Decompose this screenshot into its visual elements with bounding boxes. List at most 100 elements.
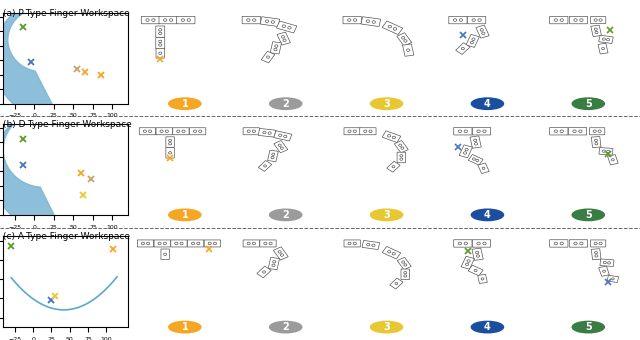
- Circle shape: [271, 156, 274, 159]
- FancyBboxPatch shape: [467, 16, 486, 24]
- Circle shape: [271, 21, 275, 23]
- Circle shape: [599, 19, 602, 21]
- Text: 3: 3: [383, 322, 390, 332]
- Circle shape: [595, 31, 598, 34]
- FancyBboxPatch shape: [472, 128, 491, 135]
- Text: 4: 4: [484, 322, 491, 332]
- Circle shape: [160, 130, 163, 133]
- FancyBboxPatch shape: [568, 128, 587, 135]
- Circle shape: [481, 278, 484, 280]
- Circle shape: [467, 260, 470, 262]
- Circle shape: [288, 27, 291, 29]
- Text: 3: 3: [383, 210, 390, 220]
- Circle shape: [181, 19, 184, 21]
- FancyBboxPatch shape: [259, 160, 271, 171]
- FancyBboxPatch shape: [156, 48, 164, 58]
- Circle shape: [560, 19, 563, 21]
- Circle shape: [159, 52, 162, 54]
- Circle shape: [266, 20, 269, 22]
- Circle shape: [159, 32, 162, 35]
- FancyBboxPatch shape: [394, 140, 408, 153]
- Circle shape: [595, 251, 598, 254]
- Circle shape: [159, 40, 162, 42]
- Circle shape: [283, 39, 286, 41]
- Circle shape: [406, 49, 410, 51]
- FancyBboxPatch shape: [598, 35, 613, 44]
- Circle shape: [579, 130, 582, 133]
- FancyBboxPatch shape: [274, 140, 288, 153]
- FancyBboxPatch shape: [344, 240, 360, 247]
- Circle shape: [253, 19, 256, 21]
- FancyBboxPatch shape: [591, 249, 601, 260]
- Circle shape: [147, 242, 150, 245]
- FancyBboxPatch shape: [403, 44, 414, 56]
- Circle shape: [193, 130, 196, 133]
- Circle shape: [593, 130, 596, 133]
- Circle shape: [476, 159, 479, 162]
- Circle shape: [348, 130, 351, 133]
- Circle shape: [572, 209, 604, 221]
- FancyBboxPatch shape: [570, 240, 588, 247]
- FancyBboxPatch shape: [454, 128, 472, 135]
- Text: 4: 4: [484, 210, 491, 220]
- FancyBboxPatch shape: [156, 128, 172, 135]
- Circle shape: [264, 165, 266, 167]
- FancyBboxPatch shape: [468, 265, 483, 276]
- Circle shape: [602, 38, 605, 40]
- Circle shape: [572, 98, 604, 109]
- Circle shape: [464, 242, 467, 245]
- Circle shape: [392, 253, 396, 255]
- Text: 5: 5: [585, 322, 591, 332]
- FancyBboxPatch shape: [171, 240, 187, 247]
- Polygon shape: [0, 104, 64, 235]
- FancyBboxPatch shape: [270, 42, 282, 54]
- Text: (b) D-Type Finger Workspace: (b) D-Type Finger Workspace: [3, 120, 132, 129]
- Circle shape: [164, 253, 166, 255]
- FancyBboxPatch shape: [156, 26, 164, 37]
- FancyBboxPatch shape: [397, 152, 406, 163]
- Circle shape: [401, 36, 404, 39]
- Circle shape: [399, 144, 402, 147]
- FancyBboxPatch shape: [476, 25, 489, 38]
- FancyBboxPatch shape: [390, 278, 403, 289]
- Circle shape: [560, 242, 563, 245]
- FancyBboxPatch shape: [570, 16, 588, 24]
- FancyBboxPatch shape: [456, 43, 470, 54]
- Circle shape: [280, 254, 284, 256]
- FancyBboxPatch shape: [600, 259, 614, 267]
- Circle shape: [458, 242, 461, 245]
- FancyBboxPatch shape: [360, 128, 376, 135]
- Circle shape: [477, 242, 480, 245]
- Circle shape: [392, 136, 396, 139]
- Circle shape: [483, 130, 486, 133]
- Text: 1: 1: [182, 322, 188, 332]
- FancyBboxPatch shape: [268, 150, 278, 162]
- Circle shape: [364, 130, 367, 133]
- Circle shape: [602, 48, 604, 50]
- Circle shape: [266, 56, 269, 58]
- Circle shape: [480, 29, 483, 31]
- FancyBboxPatch shape: [591, 25, 602, 37]
- Circle shape: [182, 130, 185, 133]
- Circle shape: [554, 19, 557, 21]
- Polygon shape: [0, 0, 61, 123]
- Circle shape: [198, 130, 202, 133]
- FancyBboxPatch shape: [550, 16, 568, 24]
- FancyBboxPatch shape: [387, 162, 400, 172]
- Circle shape: [284, 135, 287, 138]
- FancyBboxPatch shape: [344, 128, 360, 135]
- Circle shape: [595, 28, 597, 30]
- Circle shape: [612, 278, 614, 280]
- Circle shape: [465, 263, 468, 266]
- Circle shape: [372, 21, 376, 23]
- Circle shape: [152, 19, 155, 21]
- Circle shape: [472, 158, 476, 160]
- Circle shape: [458, 130, 461, 133]
- Circle shape: [470, 41, 474, 44]
- Circle shape: [275, 45, 278, 47]
- Circle shape: [282, 36, 285, 38]
- Text: 1: 1: [182, 99, 188, 109]
- Circle shape: [607, 38, 609, 41]
- FancyBboxPatch shape: [382, 246, 401, 259]
- Circle shape: [247, 242, 250, 245]
